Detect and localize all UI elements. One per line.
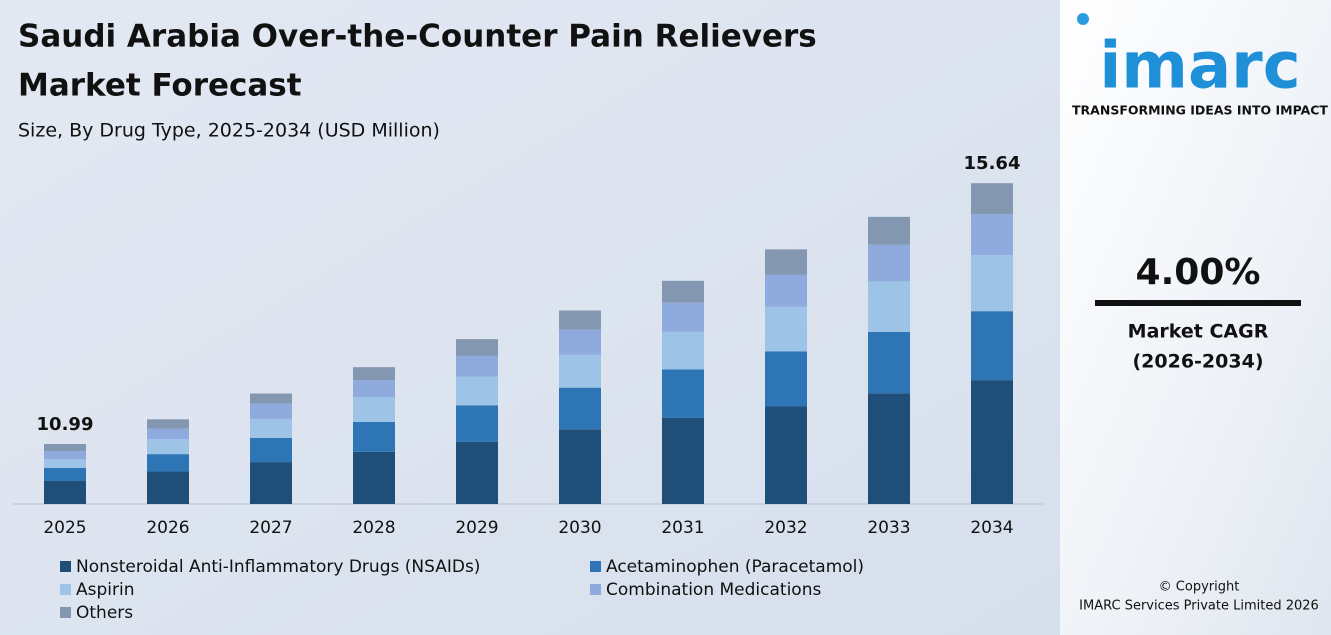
legend-label: Combination Medications [606,580,821,600]
bar-segment [147,428,189,440]
x-tick-label: 2025 [43,518,86,538]
legend-swatch [60,561,71,572]
bar-segment [250,403,292,419]
logo: imarc [1099,30,1300,104]
bar-segment [353,421,395,452]
x-tick-label: 2034 [970,518,1013,538]
value-label: 15.64 [964,153,1021,174]
copyright: © Copyright [1159,580,1240,595]
legend-label: Others [76,603,133,623]
cagr-label: Market CAGR [1128,321,1269,343]
bar-segment [559,387,601,430]
tagline: TRANSFORMING IDEAS INTO IMPACT [1072,103,1328,118]
legend-swatch [60,584,71,595]
bar-segment [147,454,189,472]
bar-segment [456,441,498,504]
value-label: 10.99 [37,414,94,435]
bar-segment [353,397,395,422]
bar-segment [44,468,86,482]
bar-segment [147,471,189,504]
copyright: IMARC Services Private Limited 2026 [1079,599,1319,614]
bar-segment [765,406,807,504]
x-tick-label: 2032 [764,518,807,538]
bar-segment [662,369,704,418]
legend-label: Aspirin [76,580,135,600]
bar-segment [147,419,189,429]
legend-swatch [60,607,71,618]
bar-segment [456,339,498,356]
cagr-rule [1095,300,1301,306]
bar-segment [44,481,86,504]
chart-title: Market Forecast [18,68,302,104]
bar-segment [559,429,601,504]
bar-segment [765,306,807,352]
bar-segment [250,437,292,463]
bar-segment [971,255,1013,312]
bar-segment [559,354,601,388]
bar-segment [250,462,292,504]
bar-segment [353,380,395,398]
bar-segment [971,311,1013,381]
bar-segment [353,367,395,381]
bar-segment [971,183,1013,215]
bar-segment [559,310,601,330]
bar-segment [44,459,86,469]
legend-label: Acetaminophen (Paracetamol) [606,557,864,577]
bar-segment [868,216,910,245]
chart-subtitle: Size, By Drug Type, 2025-2034 (USD Milli… [18,120,440,142]
bar-segment [765,351,807,407]
bar-segment [868,281,910,332]
bar-segment [971,214,1013,256]
cagr-label: (2026-2034) [1132,351,1263,373]
bar-segment [456,376,498,406]
bar-segment [868,244,910,282]
logo-dot [1077,13,1089,25]
bar-segment [44,450,86,460]
bar-segment [765,274,807,307]
cagr-value: 4.00% [1136,252,1261,293]
bar-segment [44,443,86,451]
bar-segment [868,331,910,394]
legend-swatch [590,584,601,595]
legend-label: Nonsteroidal Anti-Inflammatory Drugs (NS… [76,557,480,577]
bar-segment [250,418,292,438]
bar-segment [456,405,498,442]
x-tick-label: 2027 [249,518,292,538]
bar-segment [662,302,704,332]
bar-segment [353,451,395,504]
bar-segment [559,329,601,355]
x-tick-label: 2026 [146,518,189,538]
bar-segment [868,393,910,504]
bar-segment [250,393,292,404]
x-tick-label: 2033 [867,518,910,538]
bar-segment [662,331,704,370]
x-tick-label: 2031 [661,518,704,538]
bar-segment [971,380,1013,504]
bar-segment [147,439,189,455]
x-tick-label: 2028 [352,518,395,538]
x-tick-label: 2029 [455,518,498,538]
bar-segment [662,280,704,303]
legend-swatch [590,561,601,572]
bar-segment [662,417,704,504]
chart-title: Saudi Arabia Over-the-Counter Pain Relie… [18,19,817,55]
bar-segment [456,355,498,377]
bar-segment [765,249,807,275]
x-tick-label: 2030 [558,518,601,538]
sidebar-background [1060,0,1331,635]
